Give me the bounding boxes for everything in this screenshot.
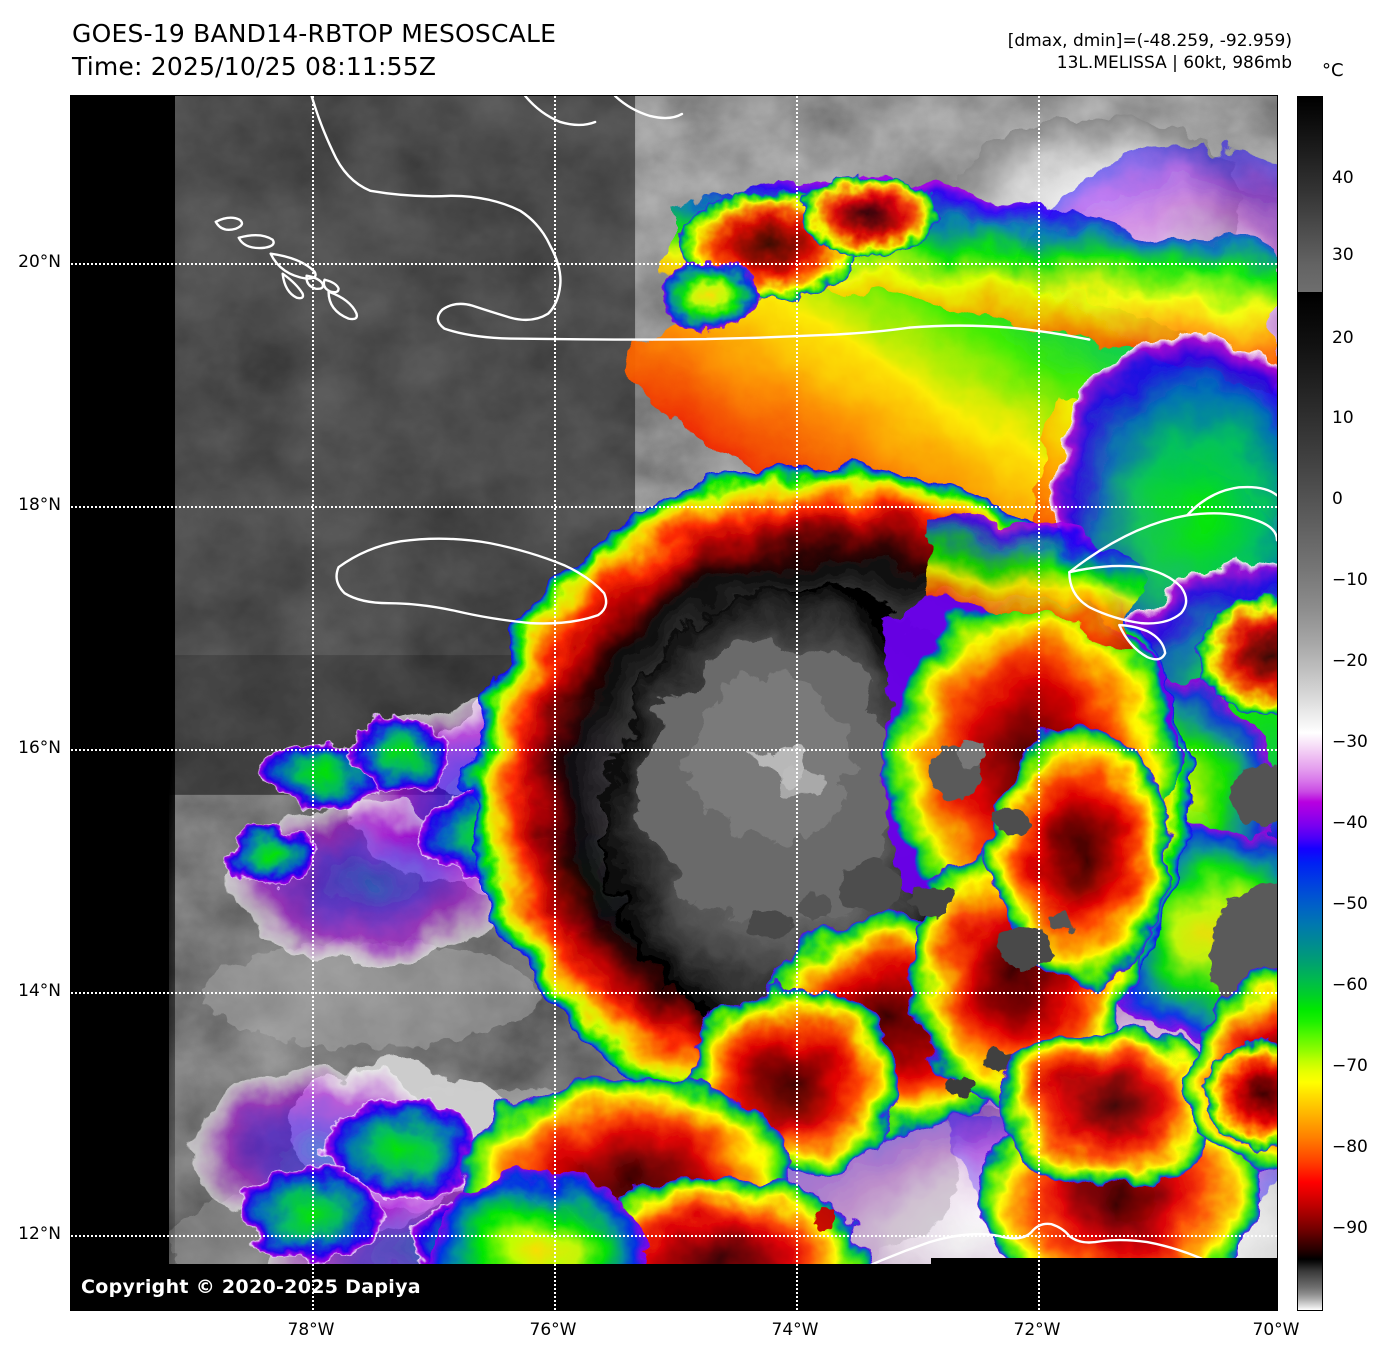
copyright-label: Copyright © 2020-2025 Dapiya bbox=[81, 1276, 421, 1298]
no-data-region-west-edge bbox=[166, 96, 175, 1310]
no-data-region-west bbox=[71, 96, 169, 1310]
gridline-lon-70W bbox=[1277, 96, 1278, 1310]
colorbar-segment-upper bbox=[1297, 96, 1323, 293]
axis-label-lon-1: 76°W bbox=[529, 1320, 577, 1340]
axis-label-lon-4: 70°W bbox=[1252, 1320, 1300, 1340]
colorbar-tick-1: 30 bbox=[1332, 245, 1354, 265]
colorbar-tick-2: 20 bbox=[1332, 328, 1354, 348]
temperature-colorbar[interactable] bbox=[1297, 96, 1323, 1311]
colorbar-tick-10: −60 bbox=[1332, 975, 1368, 995]
colorbar-tick-4: 0 bbox=[1332, 489, 1343, 509]
gridline-lat-12N bbox=[71, 1235, 1277, 1237]
colorbar-tick-7: −30 bbox=[1332, 732, 1368, 752]
title-block: GOES-19 BAND14-RBTOP MESOSCALE Time: 202… bbox=[72, 18, 556, 83]
axis-label-lat-4: 12°N bbox=[18, 1224, 61, 1244]
infrared-brightness-temperature-raster bbox=[71, 96, 1277, 1310]
colorbar-tick-6: −20 bbox=[1332, 651, 1368, 671]
colorbar-tick-3: 10 bbox=[1332, 408, 1354, 428]
gridline-lon-76W bbox=[554, 96, 556, 1310]
colorbar-tick-5: −10 bbox=[1332, 570, 1368, 590]
axis-label-lat-3: 14°N bbox=[18, 981, 61, 1001]
colorbar-segment-main bbox=[1297, 293, 1323, 1311]
axis-label-lon-3: 72°W bbox=[1013, 1320, 1061, 1340]
colorbar-tick-0: 40 bbox=[1332, 168, 1354, 188]
timestamp-label: Time: 2025/10/25 08:11:55Z bbox=[72, 51, 437, 81]
axis-label-lon-2: 74°W bbox=[771, 1320, 819, 1340]
colorbar-tick-12: −80 bbox=[1332, 1137, 1368, 1157]
metadata-block: [dmax, dmin]=(-48.259, -92.959) 13L.MELI… bbox=[1008, 30, 1292, 75]
gridline-lat-18N bbox=[71, 506, 1277, 508]
colorbar-unit-label: °C bbox=[1322, 60, 1344, 81]
gridline-lat-20N bbox=[71, 263, 1277, 265]
axis-label-lat-2: 16°N bbox=[18, 738, 61, 758]
colorbar-tick-13: −90 bbox=[1332, 1218, 1368, 1238]
colorbar-tick-9: −50 bbox=[1332, 894, 1368, 914]
page-title: GOES-19 BAND14-RBTOP MESOSCALE bbox=[72, 19, 557, 48]
no-data-region-southeast bbox=[931, 1258, 1277, 1280]
gridline-lat-16N bbox=[71, 749, 1277, 751]
colorbar-tick-11: −70 bbox=[1332, 1056, 1368, 1076]
axis-label-lat-0: 20°N bbox=[18, 252, 61, 272]
gridline-lon-72W bbox=[1038, 96, 1040, 1310]
data-range-label: [dmax, dmin]=(-48.259, -92.959) bbox=[1007, 31, 1292, 51]
isolated-convective-cells bbox=[660, 175, 1277, 1310]
gridline-lat-14N bbox=[71, 992, 1277, 994]
satellite-plot-area[interactable]: Copyright © 2020-2025 Dapiya bbox=[70, 95, 1278, 1311]
gridline-lon-74W bbox=[796, 96, 798, 1310]
colorbar-tick-8: −40 bbox=[1332, 813, 1368, 833]
axis-label-lat-1: 18°N bbox=[18, 495, 61, 515]
gridline-lon-78W bbox=[312, 96, 314, 1310]
storm-info-label: 13L.MELISSA | 60kt, 986mb bbox=[1056, 53, 1292, 74]
axis-label-lon-0: 78°W bbox=[287, 1320, 335, 1340]
